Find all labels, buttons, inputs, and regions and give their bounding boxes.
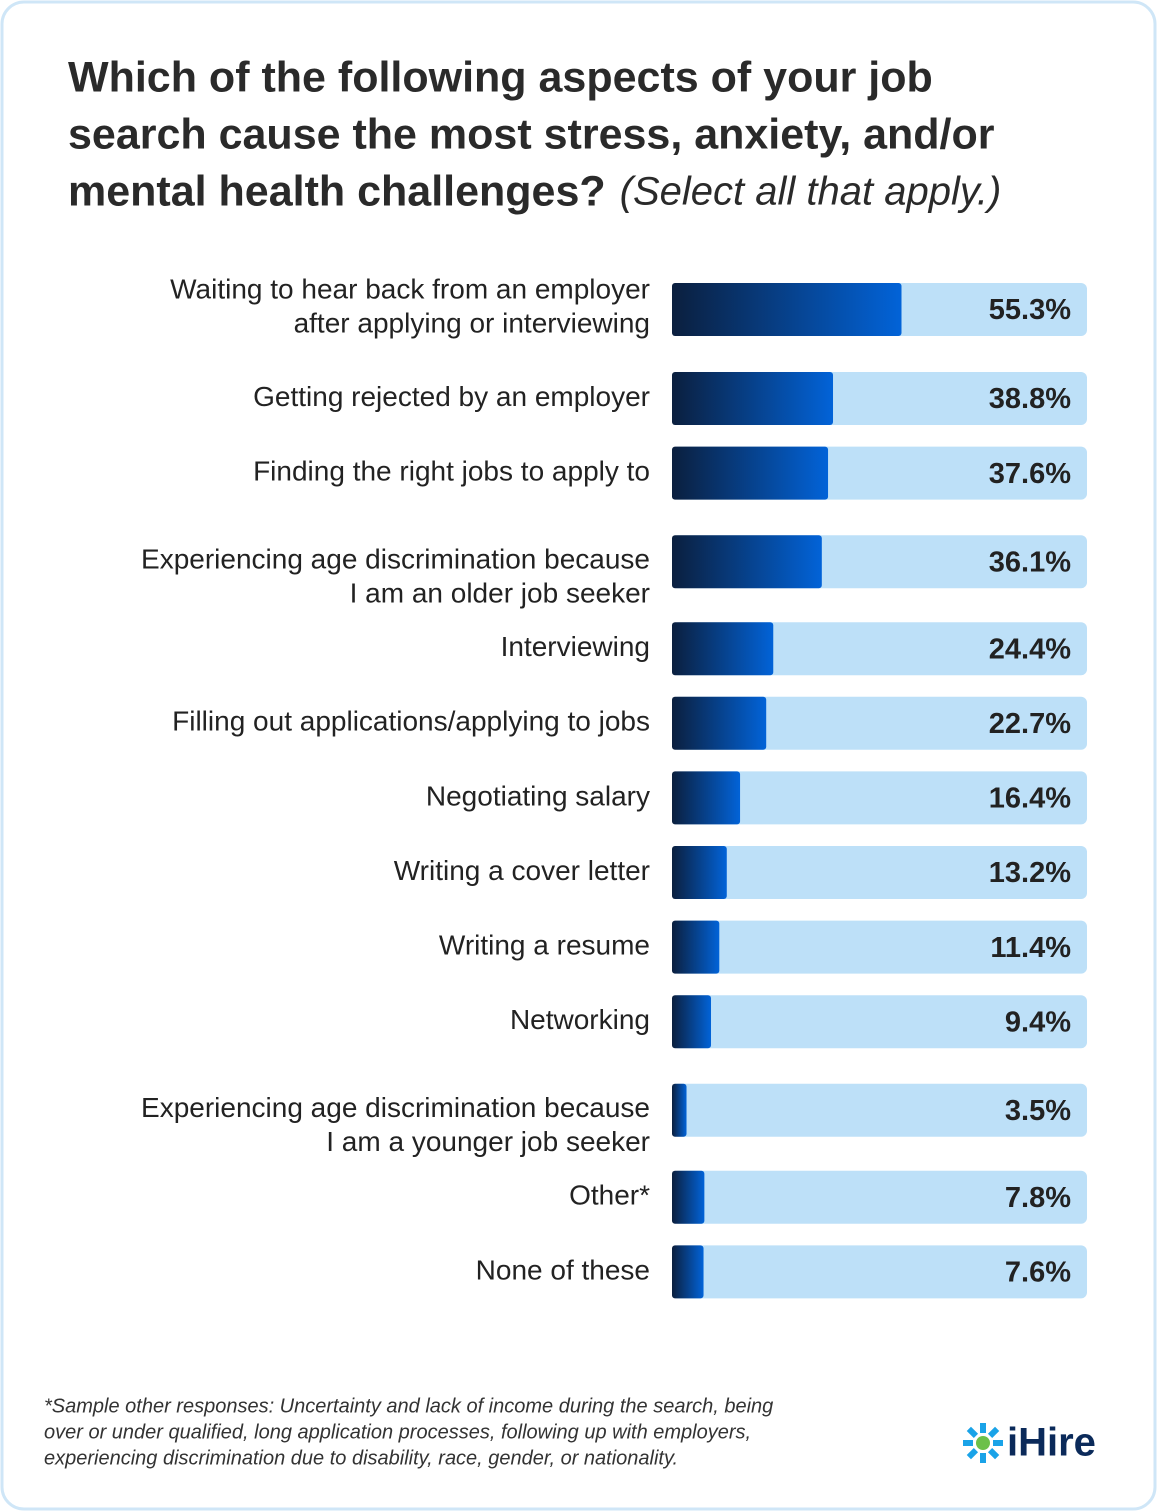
bar-track bbox=[672, 771, 1087, 825]
bar bbox=[672, 446, 829, 500]
value-label: 22.7% bbox=[989, 708, 1071, 740]
chart-title: mental health challenges? bbox=[68, 167, 606, 215]
footnote: *Sample other responses: Uncertainty and… bbox=[44, 1395, 773, 1417]
value-label: 16.4% bbox=[989, 783, 1071, 815]
value-label: 13.2% bbox=[989, 857, 1071, 889]
bar bbox=[672, 1245, 704, 1299]
bar bbox=[672, 283, 902, 336]
value-label: 37.6% bbox=[989, 458, 1071, 490]
category-label: Networking bbox=[510, 1004, 650, 1035]
bar bbox=[672, 995, 712, 1049]
footnote: experiencing discrimination due to disab… bbox=[44, 1447, 678, 1469]
bar bbox=[672, 920, 720, 974]
category-label: Writing a resume bbox=[439, 929, 650, 960]
category-label: Negotiating salary bbox=[426, 780, 650, 811]
category-label: I am a younger job seeker bbox=[326, 1126, 650, 1157]
category-label: Experiencing age discrimination because bbox=[141, 1092, 650, 1123]
bar bbox=[672, 622, 774, 676]
bar bbox=[672, 535, 822, 589]
category-label: Other* bbox=[569, 1180, 650, 1211]
bar-track bbox=[672, 846, 1087, 899]
category-label: None of these bbox=[476, 1254, 650, 1285]
value-label: 38.8% bbox=[989, 383, 1071, 415]
value-label: 7.6% bbox=[1005, 1257, 1071, 1289]
category-label: Interviewing bbox=[501, 631, 650, 662]
value-label: 9.4% bbox=[1005, 1006, 1071, 1038]
bar-track bbox=[672, 995, 1087, 1049]
value-label: 55.3% bbox=[989, 294, 1071, 326]
category-label: after applying or interviewing bbox=[294, 307, 650, 338]
bar bbox=[672, 771, 741, 825]
bar-track bbox=[672, 622, 1087, 676]
chart-title: search cause the most stress, anxiety, a… bbox=[68, 110, 995, 158]
value-label: 7.8% bbox=[1005, 1182, 1071, 1214]
bar bbox=[672, 1083, 687, 1137]
bar-track bbox=[672, 920, 1087, 974]
bar-track bbox=[672, 1170, 1087, 1224]
category-label: Experiencing age discrimination because bbox=[141, 544, 650, 575]
bar bbox=[672, 696, 767, 750]
bar-track bbox=[672, 1245, 1087, 1299]
category-label: Writing a cover letter bbox=[394, 855, 650, 886]
footnote: over or under qualified, long applicatio… bbox=[44, 1421, 751, 1443]
category-label: Getting rejected by an employer bbox=[253, 381, 650, 412]
logo-icon bbox=[963, 1423, 1003, 1463]
category-label: I am an older job seeker bbox=[350, 578, 650, 609]
chart-title: Which of the following aspects of your j… bbox=[68, 53, 933, 101]
bar-track bbox=[672, 1083, 1087, 1137]
value-label: 11.4% bbox=[990, 932, 1071, 964]
category-label: Waiting to hear back from an employer bbox=[170, 273, 650, 304]
category-label: Finding the right jobs to apply to bbox=[253, 455, 650, 486]
bar-track bbox=[672, 696, 1087, 750]
bar bbox=[672, 1170, 705, 1224]
chart-subtitle: (Select all that apply.) bbox=[620, 170, 1002, 214]
value-label: 36.1% bbox=[989, 546, 1071, 578]
logo-text: iHire bbox=[1007, 1421, 1096, 1465]
bar bbox=[672, 846, 727, 899]
category-label: Filling out applications/applying to job… bbox=[172, 706, 650, 737]
value-label: 3.5% bbox=[1005, 1095, 1071, 1127]
bar bbox=[672, 372, 834, 425]
value-label: 24.4% bbox=[989, 633, 1071, 665]
